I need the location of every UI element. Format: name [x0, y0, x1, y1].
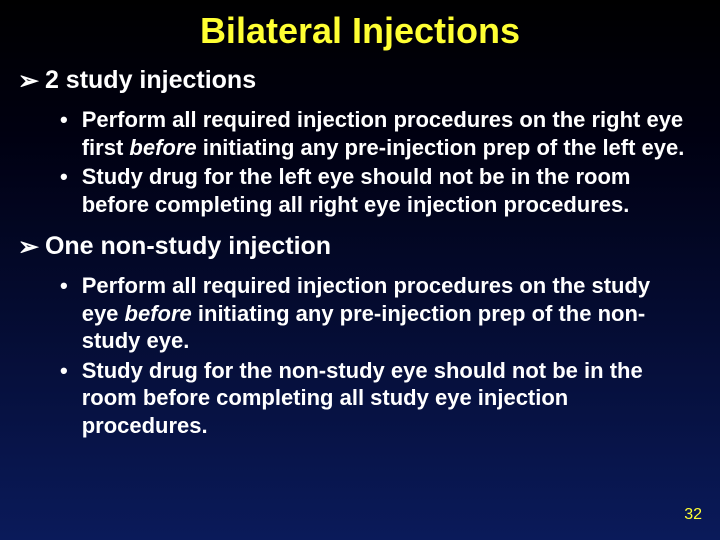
bullet-text: Study drug for the non-study eye should … — [82, 357, 690, 440]
bullet-post: initiating any pre-injection prep of the… — [197, 135, 685, 160]
list-item: • Study drug for the left eye should not… — [60, 163, 690, 218]
bullet-text: Study drug for the left eye should not b… — [82, 163, 690, 218]
section-heading-2-text: One non-study injection — [45, 232, 331, 261]
section-2-bullets: • Perform all required injection procedu… — [0, 272, 720, 439]
bullet-icon: • — [60, 106, 68, 134]
slide-title: Bilateral Injections — [0, 0, 720, 52]
slide: Bilateral Injections ➢ 2 study injection… — [0, 0, 720, 540]
bullet-text: Perform all required injection procedure… — [82, 272, 690, 355]
bullet-icon: • — [60, 357, 68, 385]
arrow-icon: ➢ — [18, 66, 39, 96]
bullet-em: before — [125, 301, 192, 326]
bullet-pre: Study drug for the non-study eye should … — [82, 358, 643, 438]
section-1-bullets: • Perform all required injection procedu… — [0, 106, 720, 218]
section-heading-1: ➢ 2 study injections — [0, 66, 720, 96]
bullet-text: Perform all required injection procedure… — [82, 106, 690, 161]
bullet-icon: • — [60, 272, 68, 300]
bullet-pre: Study drug for the left eye should not b… — [82, 164, 631, 217]
page-number: 32 — [684, 506, 702, 524]
section-heading-2: ➢ One non-study injection — [0, 232, 720, 262]
bullet-em: before — [129, 135, 196, 160]
section-heading-1-text: 2 study injections — [45, 66, 256, 95]
list-item: • Perform all required injection procedu… — [60, 106, 690, 161]
arrow-icon: ➢ — [18, 232, 39, 262]
bullet-icon: • — [60, 163, 68, 191]
list-item: • Study drug for the non-study eye shoul… — [60, 357, 690, 440]
list-item: • Perform all required injection procedu… — [60, 272, 690, 355]
